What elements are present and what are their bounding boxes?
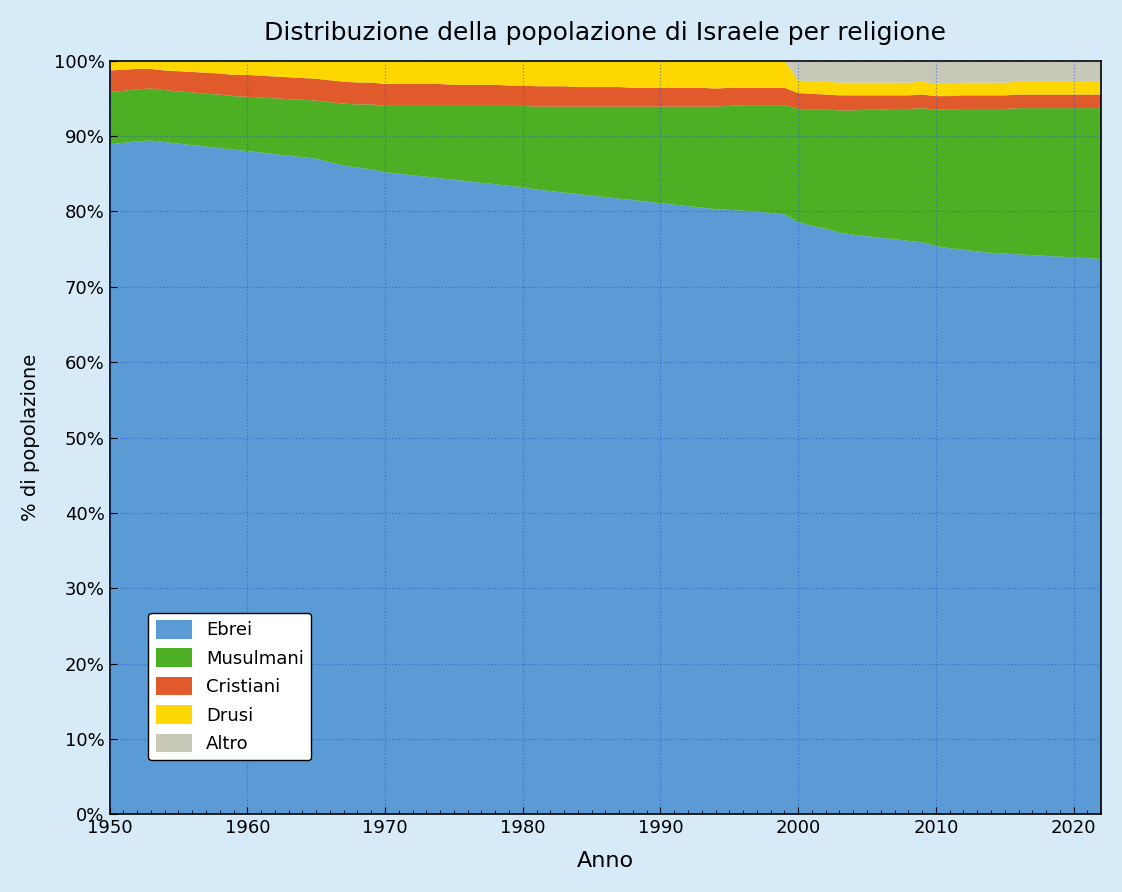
Legend: Ebrei, Musulmani, Cristiani, Drusi, Altro: Ebrei, Musulmani, Cristiani, Drusi, Altr… [148,613,311,760]
Title: Distribuzione della popolazione di Israele per religione: Distribuzione della popolazione di Israe… [265,21,946,45]
Y-axis label: % di popolazione: % di popolazione [21,354,40,521]
X-axis label: Anno: Anno [577,851,634,871]
